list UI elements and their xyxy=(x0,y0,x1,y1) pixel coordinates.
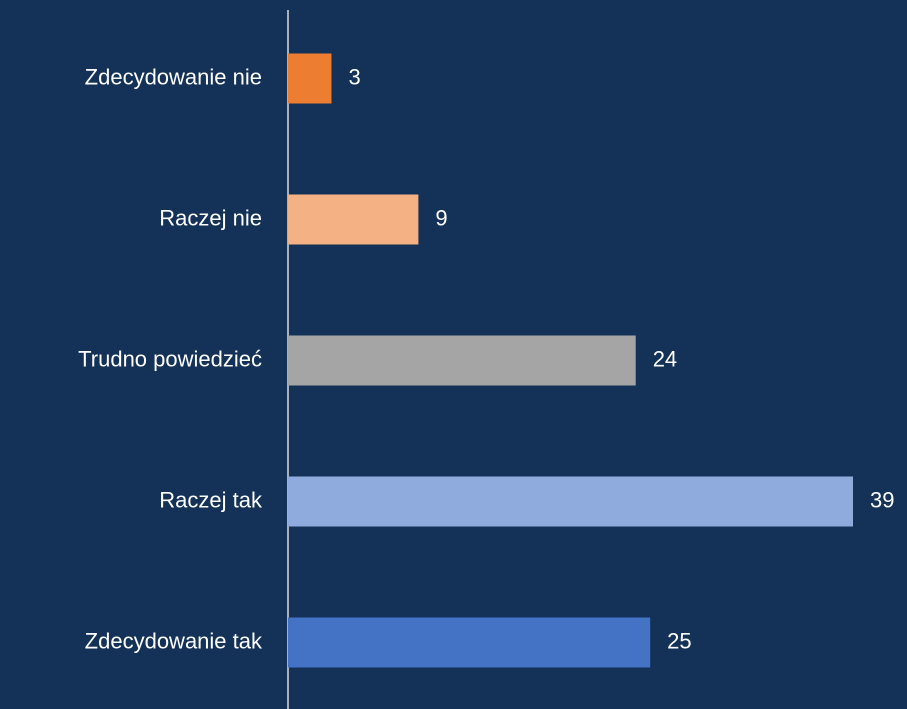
y-tick-label: Trudno powiedzieć xyxy=(78,346,262,371)
bar xyxy=(288,53,332,104)
bar xyxy=(288,617,651,668)
data-label: 24 xyxy=(653,346,677,371)
data-label: 3 xyxy=(348,64,360,89)
bar xyxy=(288,194,419,245)
data-label: 39 xyxy=(870,487,894,512)
bar xyxy=(288,335,636,386)
y-tick-label: Zdecydowanie tak xyxy=(85,628,263,653)
bar xyxy=(288,476,853,527)
data-label: 9 xyxy=(435,205,447,230)
data-label: 25 xyxy=(667,628,691,653)
y-tick-label: Raczej tak xyxy=(159,487,263,512)
y-tick-label: Raczej nie xyxy=(159,205,262,230)
y-tick-label: Zdecydowanie nie xyxy=(85,64,262,89)
